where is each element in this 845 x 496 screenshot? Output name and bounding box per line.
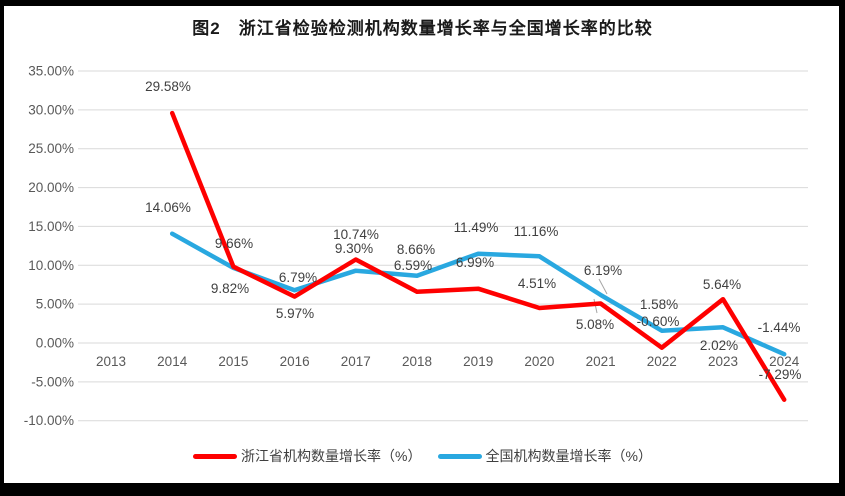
- y-axis-tick-label: 0.00%: [36, 336, 74, 351]
- y-axis-tick-label: 10.00%: [28, 258, 74, 273]
- x-axis-year-label: 2020: [524, 354, 554, 369]
- data-label-zhejiang: 6.59%: [394, 258, 432, 273]
- data-label-zhejiang: 5.08%: [576, 317, 614, 332]
- x-axis-year-label: 2021: [586, 354, 616, 369]
- chart-plot-background: [4, 6, 839, 483]
- y-axis-tick-label: -5.00%: [31, 374, 74, 389]
- y-axis-tick-label: 35.00%: [28, 64, 74, 79]
- data-label-national: 11.16%: [514, 224, 559, 239]
- data-label-national: 11.49%: [454, 220, 499, 235]
- data-label-national: 6.79%: [279, 270, 317, 285]
- y-axis-tick-label: 5.00%: [36, 297, 74, 312]
- data-label-zhejiang: 10.74%: [333, 227, 379, 242]
- data-label-zhejiang: 5.97%: [276, 306, 314, 321]
- x-axis-year-label: 2018: [402, 354, 432, 369]
- data-label-zhejiang: 9.82%: [211, 281, 249, 296]
- x-axis-year-label: 2016: [280, 354, 310, 369]
- data-label-national: 2.02%: [700, 338, 738, 353]
- data-label-leader-line: [598, 278, 608, 295]
- data-label-national: 8.66%: [397, 242, 435, 257]
- y-axis-tick-label: 15.00%: [28, 219, 74, 234]
- data-label-national: 9.30%: [335, 241, 373, 256]
- series-line-zhejiang: [169, 110, 787, 402]
- x-axis-year-label: 2022: [647, 354, 677, 369]
- legend-swatch-national-line: [437, 453, 482, 459]
- legend-item-zhejiang: 浙江省机构数量增长率（%）: [193, 446, 422, 466]
- x-axis-year-label: 2024: [769, 354, 800, 369]
- legend-swatch-zhejiang-line: [193, 453, 238, 459]
- x-axis-year-label: 2015: [218, 354, 248, 369]
- data-label-zhejiang: 6.99%: [456, 255, 494, 270]
- data-label-national: -1.44%: [758, 320, 801, 335]
- x-axis-year-label: 2017: [341, 354, 371, 369]
- y-axis-tick-label: -10.00%: [24, 413, 74, 428]
- data-label-national: 9.66%: [215, 236, 253, 251]
- x-axis-year-label: 2023: [708, 354, 738, 369]
- legend-label-zhejiang: 浙江省机构数量增长率（%）: [241, 448, 422, 464]
- data-label-zhejiang: 4.51%: [518, 276, 556, 291]
- legend-label-national: 全国机构数量增长率（%）: [485, 448, 652, 464]
- data-label-national: 14.06%: [145, 200, 191, 215]
- data-label-zhejiang: -0.60%: [637, 314, 680, 329]
- data-label-zhejiang: -7.29%: [759, 367, 802, 382]
- x-axis-year-label: 2013: [96, 354, 126, 369]
- legend-item-national: 全国机构数量增长率（%）: [437, 446, 652, 466]
- y-axis-tick-label: 25.00%: [28, 141, 74, 156]
- y-axis-tick-label: 30.00%: [28, 102, 74, 117]
- data-label-national: 1.58%: [640, 297, 678, 312]
- x-axis-year-label: 2019: [463, 354, 493, 369]
- data-label-national: 6.19%: [584, 263, 622, 278]
- series-line-national: [169, 231, 787, 357]
- chart-title: 图2 浙江省检验检测机构数量增长率与全国增长率的比较: [192, 19, 653, 38]
- y-axis-tick-label: 20.00%: [28, 180, 74, 195]
- legend: 浙江省机构数量增长率（%） 全国机构数量增长率（%）: [0, 446, 845, 466]
- data-label-zhejiang: 29.58%: [145, 79, 191, 94]
- x-axis-year-label: 2014: [157, 354, 188, 369]
- data-label-zhejiang: 5.64%: [703, 277, 741, 292]
